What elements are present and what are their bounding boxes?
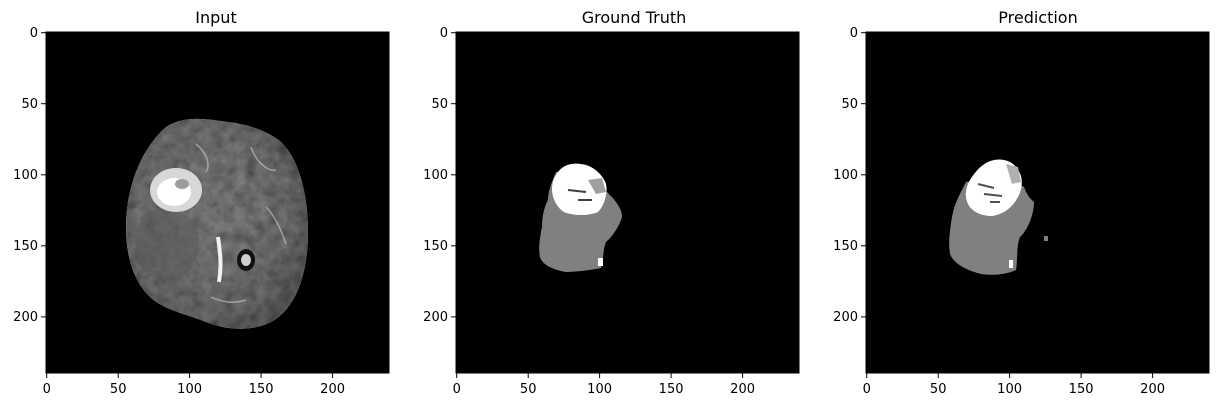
svg-text:150: 150	[423, 239, 448, 254]
svg-text:150: 150	[249, 382, 274, 397]
svg-text:100: 100	[833, 168, 858, 183]
axes-frame-input	[45, 31, 390, 374]
svg-text:150: 150	[659, 382, 684, 397]
axes-frame-prediction	[865, 31, 1210, 374]
svg-text:150: 150	[1069, 382, 1094, 397]
panel-input: Input	[13, 8, 390, 397]
prediction-mask	[949, 159, 1048, 275]
panel-prediction: Prediction 0 50 100 150 200 0 50	[833, 8, 1210, 397]
svg-text:50: 50	[841, 97, 858, 112]
svg-text:0: 0	[863, 382, 871, 397]
y-ticks-ground-truth: 0 50 100 150 200	[423, 26, 456, 325]
svg-text:0: 0	[453, 382, 461, 397]
svg-text:0: 0	[30, 26, 38, 41]
svg-text:0: 0	[43, 382, 51, 397]
y-ticks-input: 0 50 100 150 200	[13, 26, 46, 325]
x-ticks-input: 0 50 100 150 200	[43, 373, 345, 397]
svg-text:100: 100	[587, 382, 612, 397]
panel-title-prediction: Prediction	[998, 8, 1077, 27]
svg-text:0: 0	[440, 26, 448, 41]
svg-text:50: 50	[930, 382, 947, 397]
axes-frame-ground-truth	[455, 31, 800, 374]
x-ticks-ground-truth: 0 50 100 150 200	[453, 373, 755, 397]
panel-title-input: Input	[195, 8, 236, 27]
svg-text:200: 200	[833, 310, 858, 325]
panel-ground-truth: Ground Truth 0 50 100 150 200 0 50 10	[423, 8, 800, 397]
panel-title-ground-truth: Ground Truth	[582, 8, 687, 27]
svg-text:200: 200	[1140, 382, 1165, 397]
mri-slice-image	[126, 118, 308, 329]
svg-text:150: 150	[833, 239, 858, 254]
ground-truth-mask	[539, 163, 622, 272]
svg-text:100: 100	[423, 168, 448, 183]
svg-text:100: 100	[997, 382, 1022, 397]
image-area-prediction	[866, 32, 1209, 373]
svg-text:0: 0	[850, 26, 858, 41]
svg-text:100: 100	[177, 382, 202, 397]
svg-text:50: 50	[21, 97, 38, 112]
y-ticks-prediction: 0 50 100 150 200	[833, 26, 866, 325]
svg-text:200: 200	[423, 310, 448, 325]
svg-text:50: 50	[110, 382, 127, 397]
svg-text:50: 50	[431, 97, 448, 112]
svg-text:200: 200	[13, 310, 38, 325]
x-ticks-prediction: 0 50 100 150 200	[863, 373, 1165, 397]
svg-text:200: 200	[320, 382, 345, 397]
svg-text:50: 50	[520, 382, 537, 397]
svg-text:100: 100	[13, 168, 38, 183]
image-area-ground-truth	[456, 32, 799, 373]
svg-text:200: 200	[730, 382, 755, 397]
svg-text:150: 150	[13, 239, 38, 254]
